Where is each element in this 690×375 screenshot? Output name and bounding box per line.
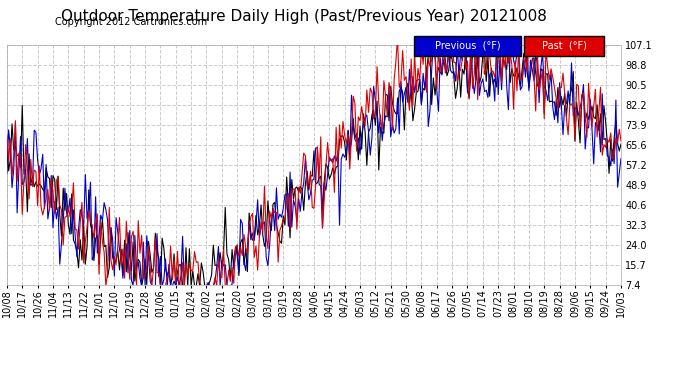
Text: Past  (°F): Past (°F) [542,41,586,51]
Text: Copyright 2012 Cartronics.com: Copyright 2012 Cartronics.com [55,17,207,27]
Text: Previous  (°F): Previous (°F) [435,41,500,51]
Text: Outdoor Temperature Daily High (Past/Previous Year) 20121008: Outdoor Temperature Daily High (Past/Pre… [61,9,546,24]
